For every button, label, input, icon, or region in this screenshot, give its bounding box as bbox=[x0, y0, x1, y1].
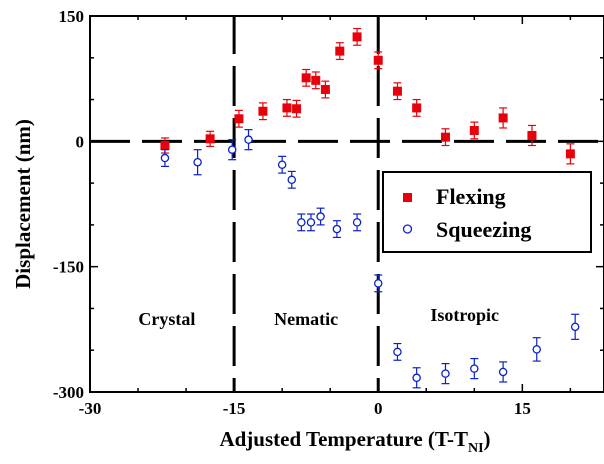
squeezing-point bbox=[393, 347, 402, 357]
flexing-point bbox=[392, 86, 402, 96]
y-axis-title: Displacement (nm) bbox=[11, 119, 35, 289]
squeezing-point bbox=[316, 212, 325, 221]
squeezing-point bbox=[352, 218, 362, 227]
squeezing-point bbox=[412, 373, 421, 383]
squeezing-point bbox=[306, 218, 316, 227]
x-tick-label: -15 bbox=[223, 399, 246, 418]
squeezing-point bbox=[193, 157, 202, 167]
squeezing-point bbox=[160, 153, 170, 163]
data-series bbox=[160, 27, 580, 389]
flexing-point bbox=[311, 75, 321, 85]
flexing-series bbox=[160, 27, 575, 165]
squeezing-point bbox=[373, 279, 383, 288]
squeezing-point bbox=[332, 224, 342, 234]
x-tick-label: 0 bbox=[374, 399, 383, 418]
squeezing-point bbox=[498, 367, 508, 377]
flexing-point bbox=[205, 134, 215, 144]
legend: Flexing Squeezing bbox=[382, 171, 592, 253]
region-label: Crystal bbox=[138, 309, 195, 329]
flexing-point bbox=[160, 141, 170, 151]
flexing-point bbox=[234, 114, 244, 124]
squeezing-series bbox=[160, 129, 580, 389]
reference-lines bbox=[90, 16, 604, 392]
legend-box bbox=[382, 171, 592, 253]
legend-flexing-marker bbox=[403, 193, 412, 202]
flexing-point bbox=[565, 149, 575, 159]
flexing-point bbox=[352, 32, 362, 42]
flexing-point bbox=[412, 103, 422, 113]
y-tick-label: -300 bbox=[53, 383, 84, 402]
flexing-point bbox=[440, 132, 450, 142]
y-tick-label: 0 bbox=[76, 132, 85, 151]
plot-frame bbox=[89, 15, 604, 393]
flexing-point bbox=[301, 73, 311, 83]
legend-squeezing-label: Squeezing bbox=[436, 217, 531, 242]
flexing-point bbox=[469, 125, 479, 135]
flexing-point bbox=[292, 104, 302, 114]
region-label: Nematic bbox=[274, 309, 338, 329]
squeezing-point bbox=[532, 345, 541, 354]
squeezing-point bbox=[441, 369, 450, 378]
x-axis-title-subscript: NI bbox=[468, 441, 484, 456]
squeezing-point bbox=[287, 175, 297, 185]
y-tick-label: 150 bbox=[59, 7, 85, 26]
squeezing-point bbox=[227, 145, 237, 154]
y-tick-label: -150 bbox=[53, 258, 84, 277]
squeezing-point bbox=[277, 160, 287, 169]
x-tick-label: 15 bbox=[514, 399, 531, 418]
squeezing-point bbox=[470, 364, 479, 373]
region-label: Isotropic bbox=[430, 305, 499, 325]
x-tick-label: -30 bbox=[79, 399, 102, 418]
squeezing-point bbox=[570, 322, 580, 332]
flexing-point bbox=[320, 85, 330, 95]
flexing-point bbox=[282, 103, 292, 113]
squeezing-point bbox=[244, 135, 253, 144]
x-axis-title-end: ) bbox=[484, 427, 491, 451]
flexing-point bbox=[498, 113, 508, 123]
x-axis-title: Adjusted Temperature (T-TNI) bbox=[219, 427, 490, 456]
region-labels: Crystal Nematic Isotropic bbox=[138, 305, 499, 329]
flexing-point bbox=[373, 55, 383, 65]
plot-area-border bbox=[89, 15, 604, 393]
flexing-point bbox=[335, 46, 345, 56]
legend-flexing-label: Flexing bbox=[436, 184, 506, 209]
flexing-point bbox=[258, 106, 268, 116]
flexing-point bbox=[527, 130, 537, 140]
legend-squeezing-marker bbox=[402, 224, 413, 234]
squeezing-point bbox=[297, 218, 306, 227]
x-axis-title-main: Adjusted Temperature (T-T bbox=[219, 427, 468, 451]
